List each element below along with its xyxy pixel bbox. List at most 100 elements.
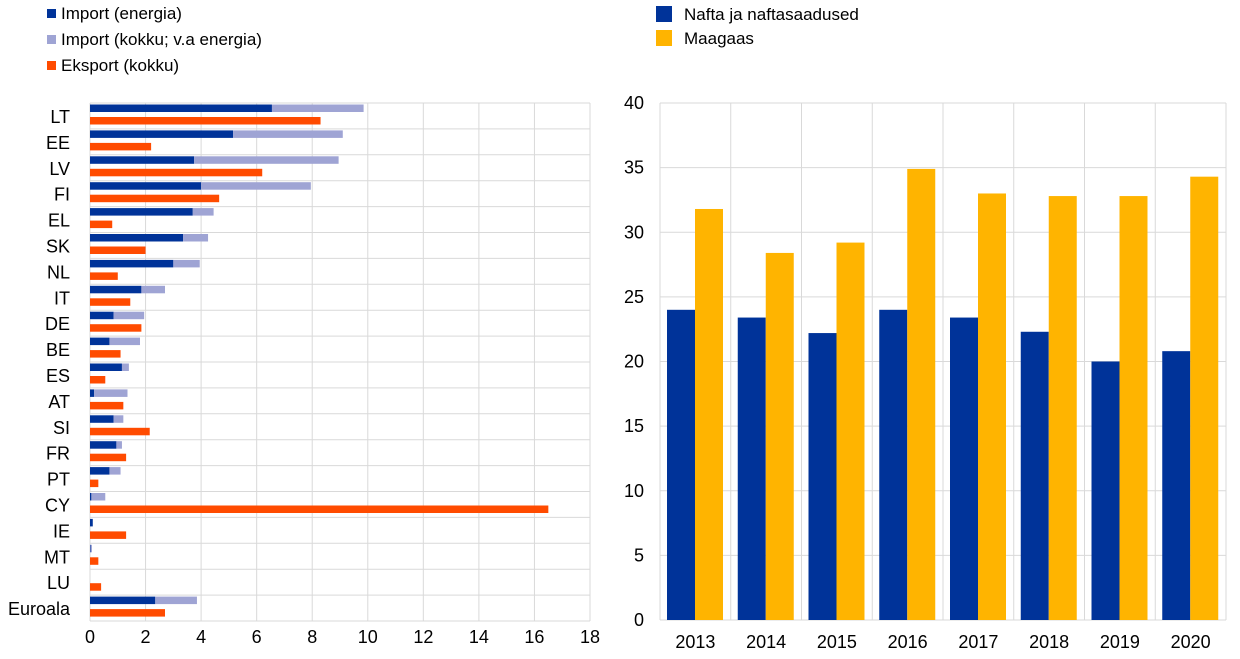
bar-import-energy [90,104,272,112]
bar-export [90,376,106,384]
x-tick-label: 2014 [746,632,786,652]
bar-import-other [121,363,129,371]
bar-import-other [233,130,343,138]
bar-import-other [192,208,214,216]
bar-gas [1048,196,1077,620]
category-label: Euroala [8,599,71,619]
bar-gas [1190,176,1219,621]
bar-import-other [109,467,121,475]
bar-import-other [183,234,209,242]
bar-export [90,350,121,358]
x-tick-label: 12 [413,627,433,647]
x-tick-label: 0 [85,627,95,647]
x-tick-label: 2 [141,627,151,647]
bar-gas [836,242,865,620]
bar-export [90,117,321,125]
category-label: FR [46,444,70,464]
y-tick-label: 25 [624,287,644,307]
bar-import-energy [90,285,142,294]
bar-import-other [113,311,145,320]
bar-oil [1020,331,1049,620]
bar-import-energy [90,389,95,397]
bar-import-energy [90,493,92,501]
bar-import-other [141,285,165,294]
bar-export [90,453,127,462]
bar-export [90,272,118,280]
bar-oil [737,317,766,620]
bar-export [90,427,150,436]
bar-import-other [271,104,364,112]
bar-gas [907,168,936,621]
x-tick-label: 2017 [958,632,998,652]
legend-label-0: Nafta ja naftasaadused [684,5,859,24]
bar-export [90,168,263,177]
legend-swatch-0 [47,9,56,18]
bar-export [90,583,102,591]
legend-swatch-1 [656,30,672,46]
legend-swatch-0 [656,6,672,22]
right-chart: Nafta ja naftasaadused Maagaas 0 5 10 15 20 25 3… [624,5,1227,652]
bar-export [90,194,220,203]
bar-export [90,401,124,410]
x-tick-label: 18 [580,627,600,647]
x-tick-label: 6 [252,627,262,647]
bar-import-other [90,544,92,553]
bar-export [90,479,99,488]
category-label: ES [46,366,70,386]
bar-import-energy [90,259,174,268]
category-label: DE [45,314,70,334]
bar-export [90,246,146,254]
category-label: IE [53,521,70,541]
bar-import-other [201,182,311,190]
legend-label-1: Maagaas [684,29,754,48]
bar-import-energy [90,337,110,346]
bar-import-energy [90,130,234,138]
category-label: SK [46,236,70,256]
x-tick-label: 2013 [675,632,715,652]
category-label: FI [54,185,70,205]
bar-gas [695,208,723,621]
bar-oil [950,317,978,620]
bar-import-energy [90,182,202,190]
category-label: SI [53,418,70,438]
y-tick-label: 0 [634,610,644,630]
bar-import-energy [90,518,93,527]
y-tick-label: 35 [624,158,644,178]
bar-import-energy [90,208,193,216]
x-tick-label: 2019 [1100,632,1140,652]
bar-export [90,505,549,513]
bar-export [90,609,165,617]
legend-swatch-1 [47,35,56,44]
bar-import-energy [90,441,117,449]
x-tick-label: 4 [196,627,206,647]
bar-import-other [113,415,124,423]
category-label: MT [44,547,70,567]
x-tick-label: 10 [358,627,378,647]
legend-label-1: Import (kokku; v.a energia) [61,30,262,49]
bar-import-energy [90,363,122,371]
legend-swatch-2 [47,61,56,70]
category-label: CY [45,495,70,515]
left-chart: Import (energia) Import (kokku; v.a energ… [8,4,600,647]
bar-oil [808,333,837,620]
y-tick-label: 15 [624,416,644,436]
x-tick-label: 2015 [817,632,857,652]
bar-export [90,531,127,539]
x-tick-label: 8 [307,627,317,647]
category-label: IT [54,288,70,308]
category-label: LV [49,159,70,179]
y-tick-label: 40 [624,93,644,113]
bar-export [90,324,142,332]
category-label: NL [47,262,70,282]
category-label: LU [47,573,70,593]
bar-import-other [194,156,339,164]
bar-import-other [173,259,200,268]
bar-import-energy [90,415,114,423]
bar-import-energy [90,596,156,605]
category-label: EL [48,211,70,231]
bar-import-other [116,441,122,449]
legend-label-0: Import (energia) [61,4,182,23]
y-tick-label: 20 [624,352,644,372]
bar-import-other [94,389,128,397]
